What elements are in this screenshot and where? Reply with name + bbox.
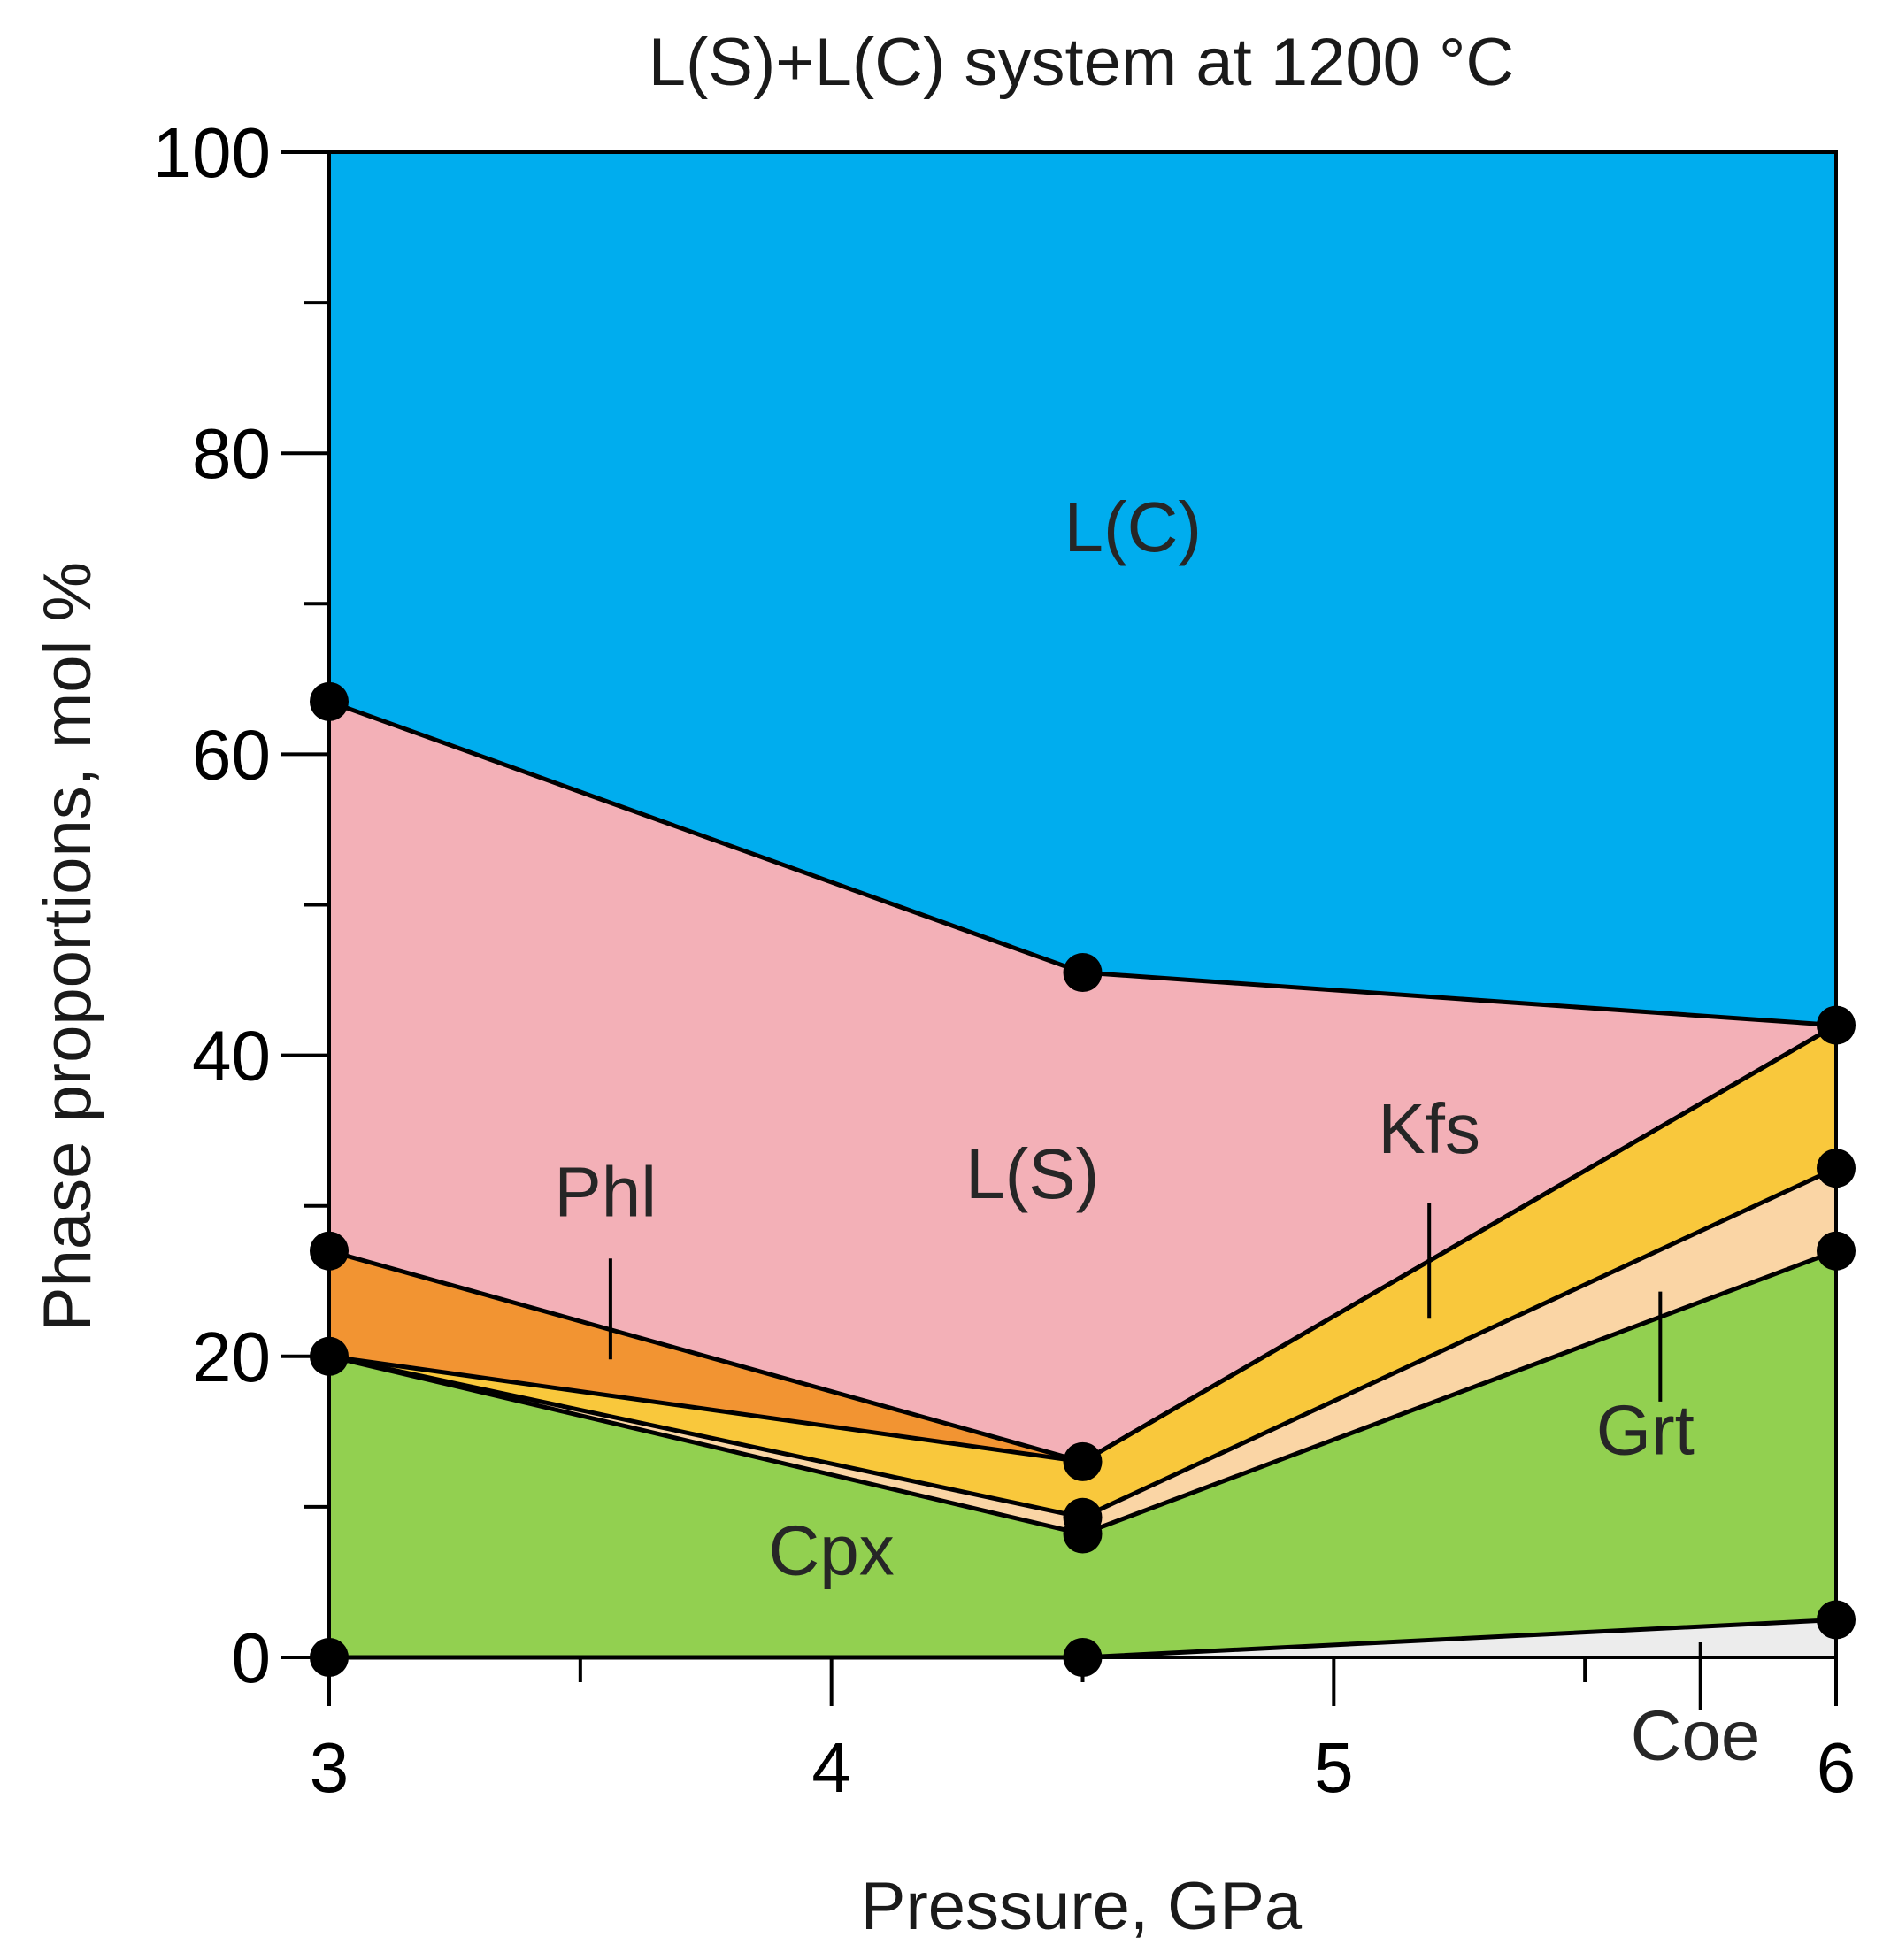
y-tick-label: 80: [192, 414, 271, 493]
phase-areas: [329, 152, 1836, 1657]
label-grt: Grt: [1596, 1390, 1695, 1469]
label-l-c: L(C): [1064, 488, 1202, 566]
data-point: [310, 1231, 349, 1271]
data-point: [1063, 1638, 1103, 1677]
label-kfs: Kfs: [1378, 1089, 1480, 1168]
y-tick-label: 20: [192, 1318, 271, 1396]
area-l-c: [329, 152, 1836, 1026]
data-point: [1063, 1441, 1103, 1481]
area-grt: [329, 1168, 1836, 1534]
data-point: [1817, 1149, 1856, 1188]
data-points: [310, 681, 1856, 1677]
area-l-s: [329, 701, 1836, 1462]
area-coe: [329, 1619, 1836, 1657]
x-tick-label: 6: [1817, 1728, 1856, 1807]
data-point: [1817, 1005, 1856, 1045]
label-l-s: L(S): [965, 1134, 1099, 1213]
data-point: [1817, 1600, 1856, 1640]
label-leader-lines: [608, 1203, 1702, 1710]
label-cpx: Cpx: [769, 1510, 895, 1589]
x-tick-label: 3: [310, 1728, 350, 1807]
data-point: [310, 1336, 349, 1376]
y-axis-title: Phase proportions, mol %: [30, 562, 105, 1332]
y-tick-label: 100: [153, 113, 271, 192]
area-cpx: [329, 1250, 1836, 1657]
data-point: [1817, 1231, 1856, 1271]
x-tick-label: 5: [1314, 1728, 1354, 1807]
y-tick-label: 0: [232, 1618, 272, 1697]
y-tick-label: 60: [192, 715, 271, 794]
data-point: [310, 681, 349, 721]
y-tick-label: 40: [192, 1017, 271, 1095]
x-tick-label: 4: [811, 1728, 851, 1807]
data-point: [1063, 953, 1103, 993]
data-point: [310, 1638, 349, 1677]
phase-labels: L(C) L(S) Phl Kfs Grt Cpx Coe: [554, 488, 1760, 1775]
x-axis-title: Pressure, GPa: [861, 1869, 1303, 1944]
label-coe: Coe: [1631, 1696, 1761, 1775]
label-phl: Phl: [554, 1153, 657, 1232]
chart-title: L(S)+L(C) system at 1200 °C: [649, 25, 1515, 100]
area-kfs: [329, 1025, 1836, 1518]
data-point: [1063, 1497, 1103, 1537]
